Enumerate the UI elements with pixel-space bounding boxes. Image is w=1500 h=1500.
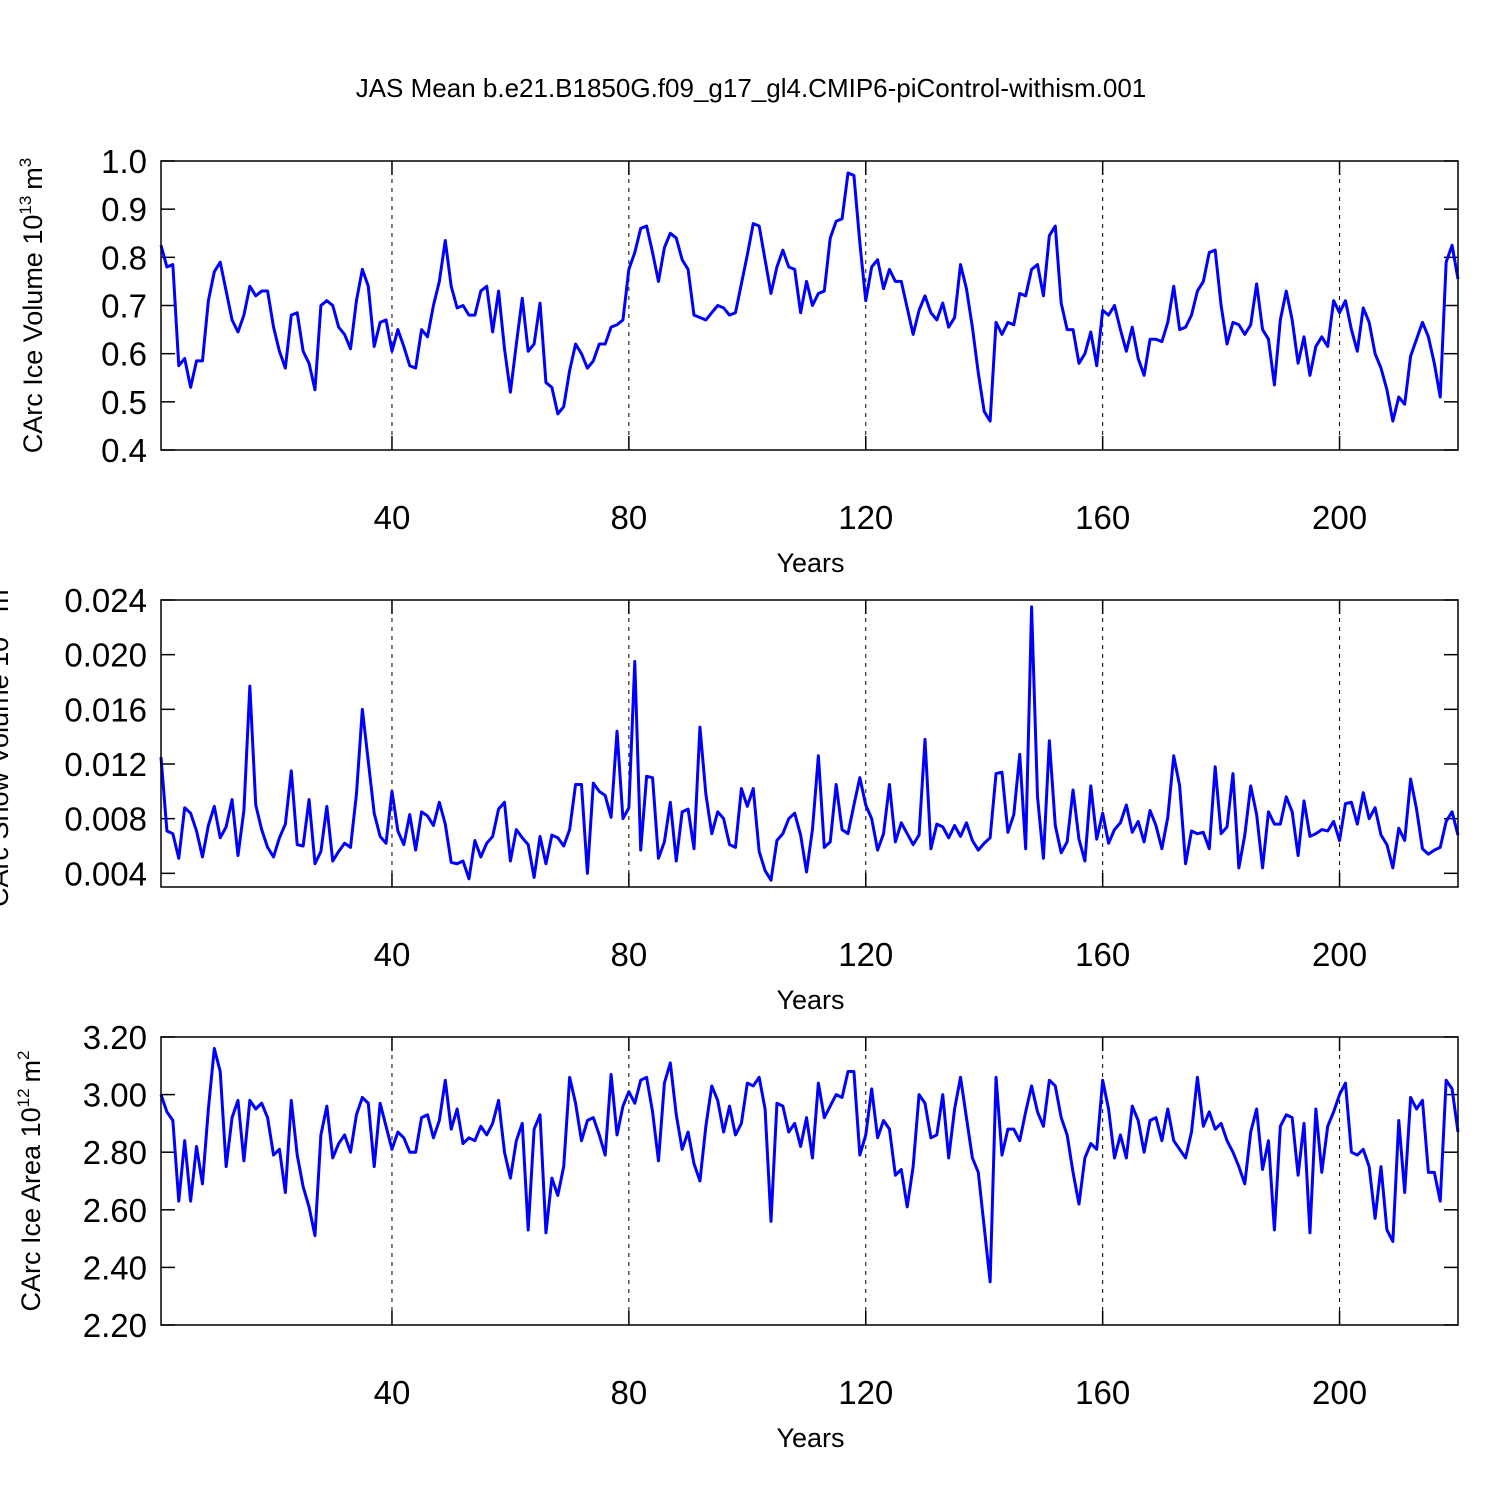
data-line	[159, 1047, 1460, 1284]
y-axis-label: CArc Ice Volume 1013 m3	[16, 158, 48, 454]
x-tick-label: 80	[611, 1374, 648, 1411]
y-tick-label: 0.7	[101, 288, 147, 325]
x-tick-label: 200	[1312, 499, 1367, 536]
y-tick-label: 1.0	[101, 143, 147, 180]
y-label-exponent: 13	[0, 618, 1, 637]
y-label-text: CArc Ice Volume 10	[18, 215, 48, 454]
y-tick-label: 0.008	[64, 801, 147, 838]
data-line	[159, 605, 1460, 882]
x-tick-label: 200	[1312, 936, 1367, 973]
y-tick-label: 3.00	[83, 1077, 147, 1114]
y-axis-label: CArc Snow Volume 1013 m3	[0, 580, 14, 907]
x-axis-label: Years	[776, 1423, 844, 1453]
y-label-text: CArc Ice Area 10	[16, 1107, 46, 1311]
y-tick-label: 0.5	[101, 384, 147, 421]
y-label-exponent: 13	[16, 196, 35, 215]
x-tick-label: 120	[838, 1374, 893, 1411]
y-tick-label: 0.4	[101, 432, 147, 469]
y-label-unit: m	[18, 167, 48, 190]
y-tick-label: 0.016	[64, 691, 147, 728]
y-label-exponent: 12	[14, 1088, 33, 1107]
chart-title: JAS Mean b.e21.B1850G.f09_g17_gl4.CMIP6-…	[356, 73, 1147, 103]
x-tick-label: 120	[838, 499, 893, 536]
y-tick-label: 0.004	[64, 855, 147, 892]
x-tick-label: 160	[1075, 1374, 1130, 1411]
y-label-unit-exponent: 2	[14, 1051, 33, 1060]
y-axis-label: CArc Ice Area 1012 m2	[14, 1051, 46, 1312]
x-tick-label: 40	[374, 1374, 411, 1411]
y-label-unit: m	[0, 589, 14, 612]
y-label-unit: m	[16, 1060, 46, 1083]
y-tick-label: 2.80	[83, 1134, 147, 1171]
x-tick-label: 40	[374, 936, 411, 973]
y-tick-label: 2.40	[83, 1249, 147, 1286]
x-axis-label: Years	[776, 985, 844, 1015]
plot-frame	[160, 1036, 1459, 1326]
plot-frame	[160, 160, 1459, 451]
y-label-text: CArc Snow Volume 10	[0, 637, 14, 907]
x-tick-label: 120	[838, 936, 893, 973]
x-tick-label: 80	[611, 936, 648, 973]
y-tick-label: 0.012	[64, 746, 147, 783]
x-tick-label: 160	[1075, 936, 1130, 973]
y-label-unit-exponent: 3	[16, 158, 35, 167]
y-tick-label: 0.8	[101, 239, 147, 276]
x-tick-label: 80	[611, 499, 648, 536]
x-tick-label: 160	[1075, 499, 1130, 536]
y-label-unit-exponent: 3	[0, 580, 1, 589]
y-tick-label: 0.020	[64, 637, 147, 674]
y-tick-label: 2.60	[83, 1192, 147, 1229]
x-axis-label: Years	[776, 548, 844, 578]
x-tick-label: 200	[1312, 1374, 1367, 1411]
data-line	[159, 171, 1460, 423]
y-tick-label: 0.6	[101, 336, 147, 373]
y-tick-label: 0.024	[64, 582, 147, 619]
y-tick-label: 3.20	[83, 1019, 147, 1056]
y-tick-label: 2.20	[83, 1307, 147, 1344]
x-tick-label: 40	[374, 499, 411, 536]
y-tick-label: 0.9	[101, 191, 147, 228]
plot-frame	[160, 599, 1459, 888]
